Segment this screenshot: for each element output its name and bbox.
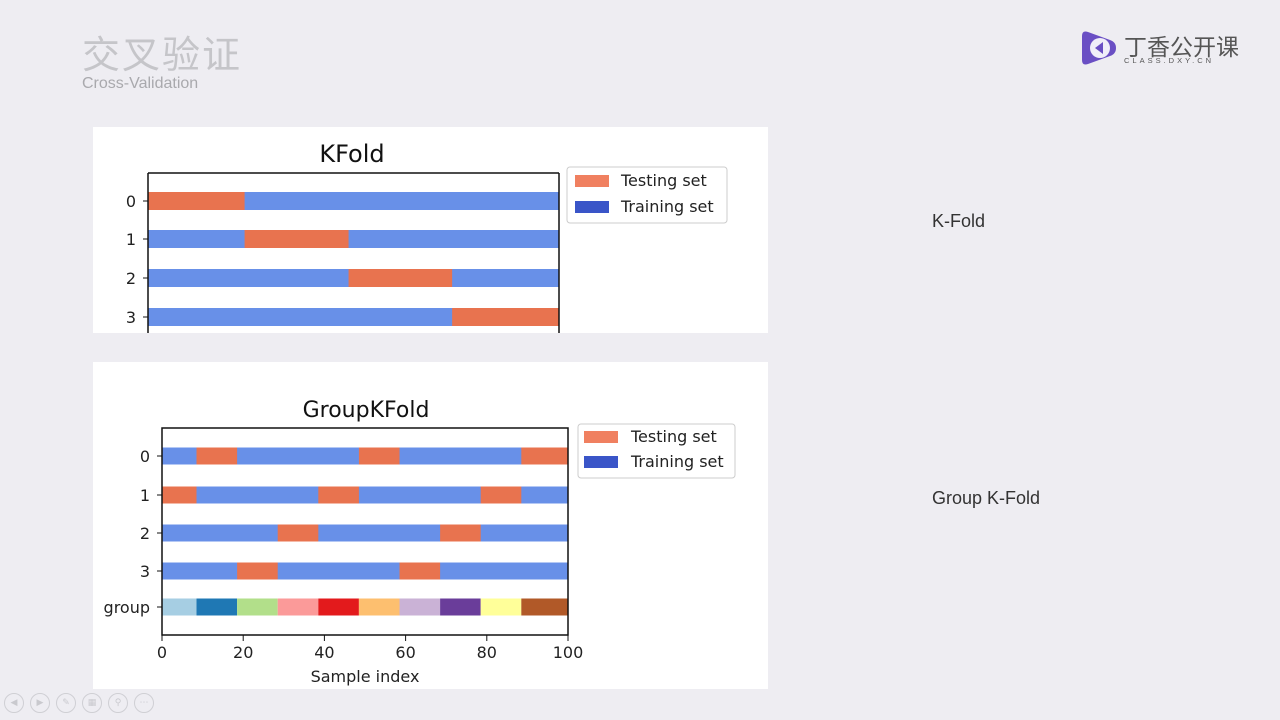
group-bar-0 — [162, 598, 197, 616]
logo-domain: CLASS.DXY.CN — [1124, 56, 1215, 65]
kfold-chart-panel: KFold 0 1 2 3 Testing set Training set — [93, 127, 768, 333]
training-bar-row-1 — [148, 230, 559, 248]
axes-frame — [161, 427, 569, 636]
x-tick-label: 0 — [157, 643, 167, 662]
x-tick-label: 20 — [233, 643, 253, 662]
group-bar-6 — [399, 598, 441, 616]
testing-bar-row-1-0 — [162, 486, 197, 504]
pen-icon[interactable]: ✎ — [56, 693, 76, 713]
training-bar-row-2 — [162, 524, 568, 542]
kfold-chart: KFold 0 1 2 3 Testing set Training set — [126, 140, 728, 333]
group-bar-2 — [237, 598, 278, 616]
x-tick-label: 100 — [553, 643, 584, 662]
next-icon[interactable]: ▶ — [30, 693, 50, 713]
chart-title: GroupKFold — [303, 398, 430, 423]
legend-label-training: Training set — [620, 197, 714, 216]
y-tick-label: 0 — [126, 192, 136, 211]
x-axis-label: Sample index — [311, 667, 420, 686]
testing-bar-row-3-0 — [452, 308, 559, 326]
testing-bar-row-3-1 — [399, 562, 441, 580]
x-tick-label: 80 — [477, 643, 497, 662]
more-icon[interactable]: ⋯ — [134, 693, 154, 713]
testing-bar-row-2-1 — [440, 524, 481, 542]
testing-bar-row-3-0 — [237, 562, 278, 580]
testing-bar-row-1-0 — [244, 230, 349, 248]
layout-icon[interactable]: ▦ — [82, 693, 102, 713]
y-tick-label: 3 — [126, 308, 136, 327]
group-bar-5 — [358, 598, 400, 616]
training-bar-row-1 — [162, 486, 568, 504]
chart-title: KFold — [319, 140, 384, 168]
training-bar-row-0 — [148, 192, 559, 210]
testing-bar-row-1-2 — [480, 486, 522, 504]
y-tick-label: 0 — [140, 447, 150, 466]
testing-bar-row-2-0 — [348, 269, 453, 287]
legend-swatch-testing — [575, 175, 609, 187]
y-tick-label: 1 — [126, 230, 136, 249]
y-tick-label: 3 — [140, 562, 150, 581]
x-tick-label: 60 — [395, 643, 415, 662]
group-row-label: group — [104, 598, 150, 617]
slide-title: 交叉验证 — [82, 33, 243, 77]
legend: Testing set Training set — [566, 166, 728, 224]
group-bar-3 — [277, 598, 319, 616]
testing-bar-row-0-1 — [358, 447, 400, 465]
group-bar-8 — [480, 598, 522, 616]
group-bar-1 — [196, 598, 238, 616]
testing-bar-row-0-2 — [521, 447, 568, 465]
y-tick-label: 1 — [140, 486, 150, 505]
slide-subtitle: Cross-Validation — [82, 75, 199, 92]
group-bar-7 — [440, 598, 481, 616]
y-tick-label: 2 — [126, 269, 136, 288]
testing-bar-row-0-0 — [196, 447, 238, 465]
group-bar-9 — [521, 598, 568, 616]
legend-label-testing: Testing set — [630, 427, 717, 446]
legend-swatch-testing — [584, 431, 618, 443]
testing-bar-row-0-0 — [148, 192, 245, 210]
group-kfold-label: Group K-Fold — [932, 488, 1041, 508]
logo-play-icon — [1082, 31, 1116, 65]
presentation-toolbar: ◀ ▶ ✎ ▦ ⚲ ⋯ — [4, 693, 154, 713]
y-tick-label: 2 — [140, 524, 150, 543]
prev-icon[interactable]: ◀ — [4, 693, 24, 713]
groupkfold-chart-panel: GroupKFold 0 1 2 3 group 0 20 40 60 80 100 Sample… — [93, 362, 768, 689]
kfold-label: K-Fold — [932, 211, 986, 231]
testing-bar-row-2-0 — [277, 524, 319, 542]
group-bar-4 — [318, 598, 359, 616]
testing-bar-row-1-1 — [318, 486, 359, 504]
logo-name: 丁香公开课 — [1124, 35, 1239, 61]
legend-label-testing: Testing set — [620, 171, 707, 190]
legend-label-training: Training set — [630, 452, 724, 471]
legend-swatch-training — [584, 456, 618, 468]
legend: Testing set Training set — [577, 423, 736, 479]
groupkfold-chart: GroupKFold 0 1 2 3 group 0 20 40 60 80 100 Sample… — [104, 398, 736, 686]
x-tick-label: 40 — [314, 643, 334, 662]
zoom-icon[interactable]: ⚲ — [108, 693, 128, 713]
training-bar-row-3 — [162, 562, 568, 580]
legend-swatch-training — [575, 201, 609, 213]
